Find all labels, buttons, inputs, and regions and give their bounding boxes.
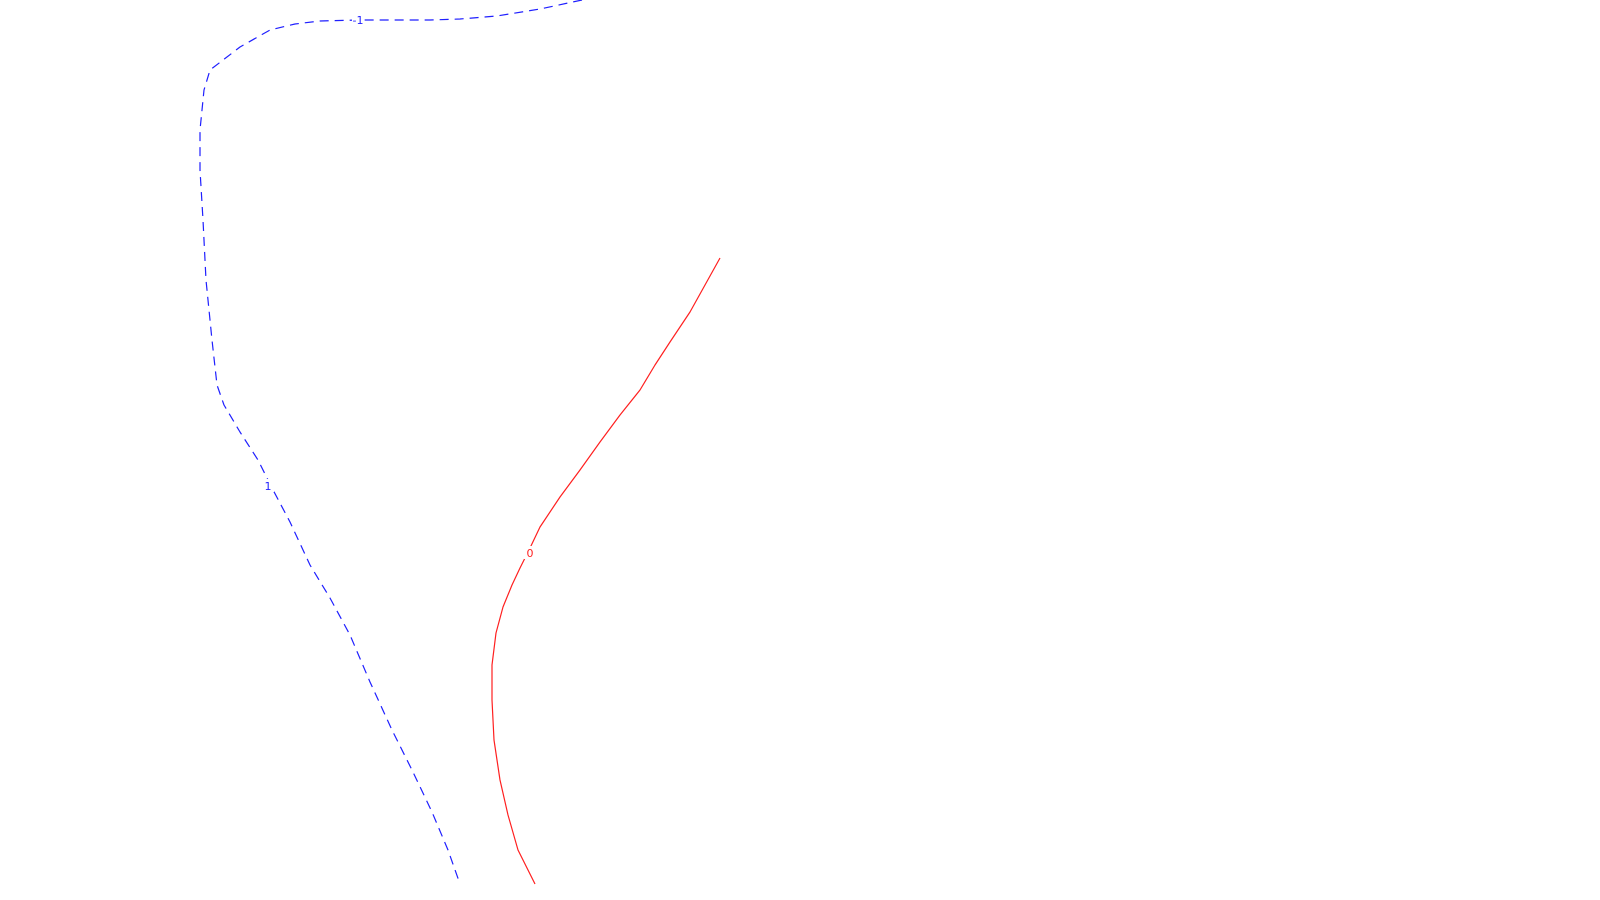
contour-label-1-0: 0 (527, 547, 534, 560)
contour-line-1 (491, 257, 721, 885)
contour-label-0-1: 1 (265, 480, 272, 493)
contour-line-0 (199, 0, 583, 885)
contour-label-bg (262, 479, 274, 492)
contour-label-bg (352, 13, 364, 26)
contour-label-0-0: -1 (353, 14, 364, 27)
contour-label-bg (524, 546, 536, 559)
